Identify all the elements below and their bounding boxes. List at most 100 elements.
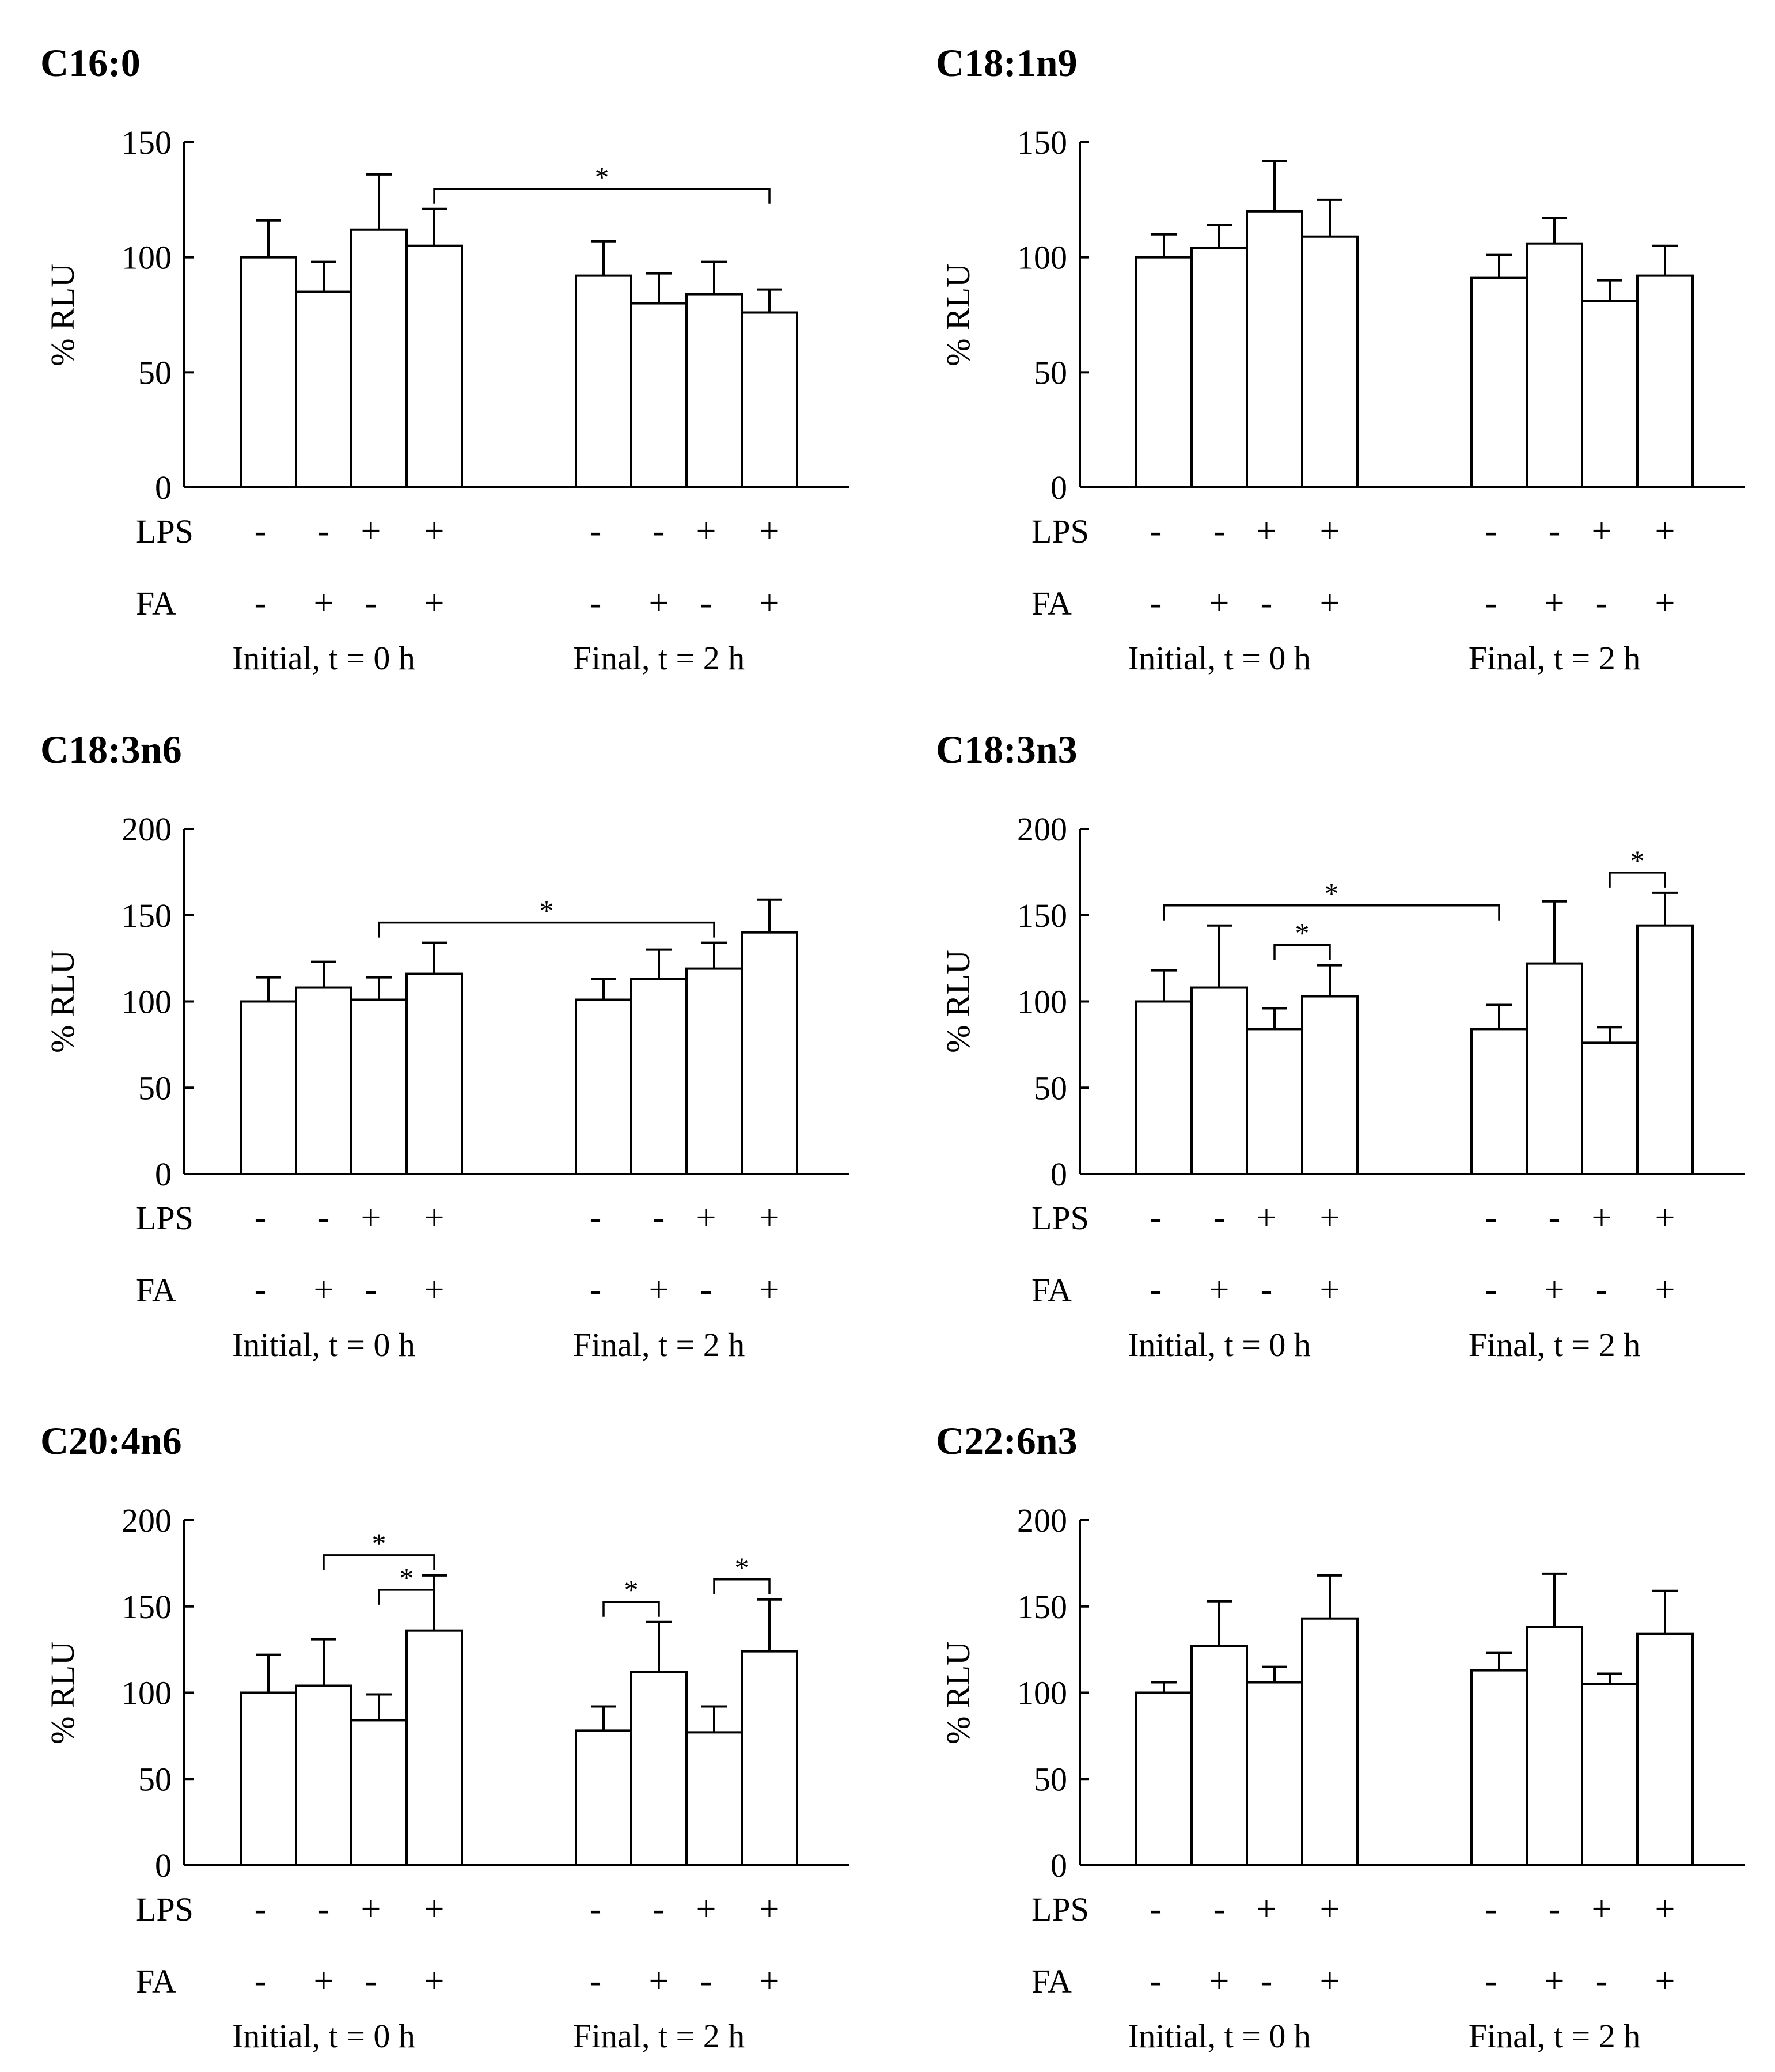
lps-row-label: LPS: [1031, 1199, 1089, 1237]
lps-sign: +: [1655, 512, 1675, 551]
fa-row-label: FA: [136, 1271, 176, 1309]
lps-sign: +: [361, 1889, 381, 1929]
y-tick-label: 100: [122, 983, 172, 1021]
group-label: Final, t = 2 h: [1469, 1326, 1641, 1363]
fa-sign: -: [1150, 584, 1162, 623]
lps-sign: -: [318, 1198, 330, 1237]
bar: [1301, 235, 1359, 488]
group-label: Initial, t = 0 h: [1128, 1326, 1311, 1363]
group-label: Initial, t = 0 h: [1128, 2017, 1311, 2055]
y-tick-label: 150: [122, 897, 172, 934]
bar: [1581, 300, 1639, 488]
lps-sign: -: [1150, 1889, 1162, 1929]
significance-star: *: [540, 895, 554, 927]
lps-sign: +: [1257, 1889, 1277, 1929]
bar: [575, 998, 632, 1175]
y-tick-label: 150: [122, 124, 172, 161]
lps-sign: +: [424, 512, 445, 551]
lps-sign: +: [1592, 512, 1612, 551]
panel-title: C18:3n6: [40, 728, 182, 771]
lps-sign: +: [1655, 1889, 1675, 1929]
fa-sign: +: [314, 1270, 334, 1309]
bar: [240, 1691, 297, 1866]
fa-sign: -: [1596, 584, 1608, 623]
bar: [405, 1629, 463, 1866]
lps-sign: -: [1485, 1889, 1497, 1929]
significance-bracket: [1273, 944, 1331, 960]
fa-sign: +: [314, 1961, 334, 2001]
bar: [350, 228, 408, 488]
fa-sign: -: [590, 584, 602, 623]
fa-sign: +: [424, 1270, 445, 1309]
y-tick-label: 100: [122, 239, 172, 276]
bar: [1301, 1617, 1359, 1866]
y-axis-label: % RLU: [939, 950, 977, 1053]
fa-sign: -: [1261, 584, 1273, 623]
bar: [1581, 1683, 1639, 1867]
lps-row-label: LPS: [136, 1199, 194, 1237]
fa-sign: +: [760, 584, 780, 623]
y-axis-label: % RLU: [44, 263, 81, 366]
lps-sign: -: [1549, 1198, 1561, 1237]
panel-title: C22:6n3: [936, 1419, 1078, 1463]
y-tick-label: 200: [1017, 1502, 1067, 1539]
lps-sign: -: [1485, 512, 1497, 551]
y-tick-label: 100: [1017, 983, 1067, 1021]
y-tick-label: 50: [1034, 1069, 1067, 1107]
bar: [295, 290, 352, 488]
bar: [575, 274, 632, 488]
bar: [1470, 1669, 1528, 1866]
y-tick-label: 50: [138, 1760, 172, 1798]
y-tick-label: 0: [155, 1847, 172, 1884]
fa-sign: -: [1261, 1270, 1273, 1309]
fa-sign: +: [760, 1961, 780, 2001]
lps-sign: -: [318, 512, 330, 551]
y-tick-label: 150: [1017, 1588, 1067, 1626]
lps-sign: +: [696, 1198, 716, 1237]
bar: [295, 986, 352, 1175]
bar: [1246, 1681, 1303, 1867]
bar: [1636, 924, 1694, 1175]
y-axis-label: % RLU: [44, 950, 81, 1053]
lps-sign: -: [255, 512, 267, 551]
lps-sign: +: [696, 1889, 716, 1929]
lps-sign: +: [1320, 1198, 1340, 1237]
bar: [240, 1000, 297, 1175]
lps-sign: -: [1150, 1198, 1162, 1237]
lps-sign: +: [424, 1198, 445, 1237]
bar: [741, 931, 798, 1175]
y-tick-label: 200: [122, 810, 172, 848]
fa-sign: -: [1596, 1961, 1608, 2001]
lps-row-label: LPS: [1031, 513, 1089, 550]
group-label: Final, t = 2 h: [573, 1326, 745, 1363]
bar: [405, 972, 463, 1175]
lps-sign: +: [1320, 512, 1340, 551]
fa-sign: -: [1150, 1961, 1162, 2001]
lps-sign: +: [760, 1889, 780, 1929]
y-tick-label: 150: [1017, 897, 1067, 934]
fa-sign: -: [255, 584, 267, 623]
fa-sign: +: [1320, 1961, 1340, 2001]
panel-title: C18:3n3: [936, 728, 1078, 771]
lps-sign: +: [1592, 1198, 1612, 1237]
lps-sign: +: [1655, 1198, 1675, 1237]
lps-sign: -: [318, 1889, 330, 1929]
fa-sign: -: [590, 1961, 602, 2001]
bar: [1581, 1041, 1639, 1175]
group-label: Initial, t = 0 h: [232, 2017, 415, 2055]
significance-star: *: [400, 1562, 414, 1594]
fa-row-label: FA: [1031, 585, 1072, 622]
bar: [1526, 962, 1583, 1175]
bar: [630, 1671, 688, 1866]
significance-star: *: [595, 161, 609, 193]
fa-sign: -: [1150, 1270, 1162, 1309]
y-tick-label: 200: [122, 1502, 172, 1539]
fa-sign: -: [700, 1270, 712, 1309]
y-tick-label: 0: [155, 1156, 172, 1193]
y-tick-label: 0: [1050, 469, 1067, 506]
fa-sign: +: [649, 584, 669, 623]
panel-title: C18:1n9: [936, 41, 1078, 85]
significance-bracket: [1609, 872, 1666, 888]
